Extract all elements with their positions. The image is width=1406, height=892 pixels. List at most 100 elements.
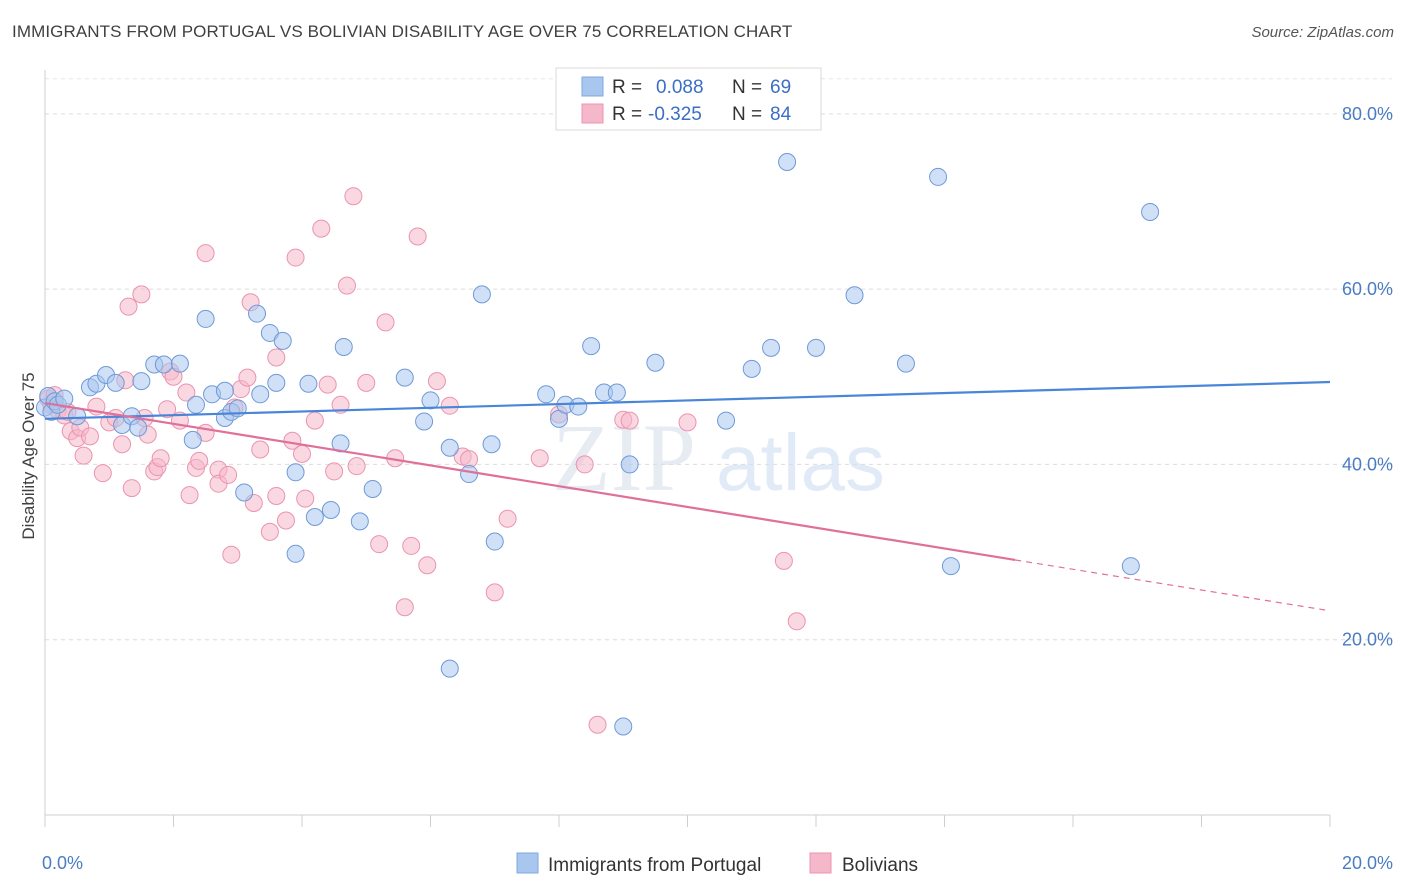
- data-point-portugal: [248, 304, 267, 323]
- data-point-bolivians: [180, 486, 199, 505]
- bottom-legend: Immigrants from Portugal Bolivians: [516, 852, 918, 876]
- data-point-portugal: [251, 385, 270, 404]
- data-point-portugal: [845, 286, 864, 305]
- bottom-legend-label-bolivian: Bolivians: [842, 855, 918, 876]
- data-point-bolivians: [276, 511, 295, 530]
- trend-line-bolivians-extrapolated: [1015, 559, 1331, 612]
- data-point-bolivians: [774, 551, 793, 570]
- data-point-bolivians: [113, 435, 132, 454]
- y-tick-labels: 20.0% 40.0% 60.0% 80.0%: [1342, 104, 1393, 650]
- y-tick-label: 80.0%: [1342, 104, 1393, 124]
- data-point-bolivians: [344, 187, 363, 206]
- data-point-bolivians: [151, 449, 170, 468]
- data-point-portugal: [778, 153, 797, 172]
- data-point-bolivians: [190, 451, 209, 470]
- data-point-portugal: [286, 544, 305, 563]
- data-point-bolivians: [119, 297, 138, 316]
- data-point-bolivians: [427, 372, 446, 391]
- chart-title: IMMIGRANTS FROM PORTUGAL VS BOLIVIAN DIS…: [12, 22, 793, 41]
- data-point-bolivians: [196, 244, 215, 263]
- data-point-bolivians: [260, 522, 279, 541]
- data-point-bolivians: [331, 395, 350, 414]
- legend-r-label-1: R =: [612, 77, 642, 98]
- data-point-portugal: [807, 338, 825, 357]
- data-point-bolivians: [370, 535, 389, 554]
- data-point-bolivians: [408, 227, 427, 246]
- legend-r-label-2: R =: [612, 104, 642, 125]
- data-point-bolivians: [347, 457, 366, 476]
- data-point-portugal: [620, 455, 639, 474]
- data-point-bolivians: [575, 455, 594, 474]
- data-point-portugal: [941, 557, 960, 576]
- data-point-portugal: [154, 355, 173, 374]
- data-point-bolivians: [251, 440, 270, 459]
- data-point-portugal: [482, 435, 501, 454]
- data-point-portugal: [742, 359, 761, 378]
- data-point-portugal: [286, 463, 305, 482]
- legend-swatch-portugal: [581, 76, 604, 97]
- data-point-portugal: [1141, 202, 1160, 221]
- data-point-portugal: [460, 465, 479, 484]
- data-point-portugal: [421, 391, 440, 410]
- data-point-bolivians: [318, 375, 337, 394]
- x-tick-label: 20.0%: [1342, 853, 1393, 873]
- data-point-bolivians: [402, 536, 421, 555]
- data-point-bolivians: [296, 489, 315, 508]
- data-point-portugal: [299, 374, 318, 393]
- bottom-legend-label-portugal: Immigrants from Portugal: [548, 855, 761, 876]
- axes: [44, 70, 1331, 827]
- data-point-bolivians: [440, 396, 459, 415]
- data-point-portugal: [363, 479, 382, 498]
- data-point-bolivians: [620, 411, 639, 430]
- data-point-portugal: [260, 323, 279, 342]
- x-tick-label: 0.0%: [42, 853, 83, 873]
- legend-box: R = 0.088 N = 69 R = -0.325 N = 84: [555, 67, 822, 131]
- data-point-bolivians: [219, 465, 238, 484]
- data-point-bolivians: [485, 583, 504, 602]
- trend-line-bolivians: [44, 401, 1016, 562]
- data-point-portugal: [321, 500, 340, 519]
- data-point-bolivians: [588, 715, 607, 734]
- data-point-portugal: [582, 337, 601, 356]
- data-point-bolivians: [418, 556, 437, 575]
- data-point-portugal: [267, 373, 286, 392]
- data-point-bolivians: [325, 462, 344, 481]
- data-point-portugal: [350, 512, 369, 531]
- data-point-bolivians: [132, 285, 151, 304]
- data-point-portugal: [472, 285, 491, 304]
- x-tick-labels: 0.0% 20.0%: [42, 853, 1393, 873]
- trend-lines: [44, 380, 1331, 612]
- y-axis-title: Disability Age Over 75: [19, 372, 38, 539]
- legend-n-value-1: 69: [770, 77, 791, 98]
- data-point-portugal: [440, 438, 459, 457]
- data-point-bolivians: [177, 383, 196, 402]
- data-point-bolivians: [787, 612, 806, 631]
- legend-n-value-2: 84: [770, 104, 792, 125]
- bottom-legend-swatch-bolivian: [809, 852, 832, 874]
- data-point-portugal: [395, 368, 414, 387]
- data-point-portugal: [273, 331, 292, 350]
- data-point-bolivians: [158, 400, 177, 419]
- legend-n-label-1: N =: [732, 77, 762, 98]
- data-point-bolivians: [80, 427, 99, 446]
- data-point-portugal: [235, 483, 254, 502]
- watermark-atlas: atlas: [716, 418, 885, 507]
- data-point-portugal: [132, 372, 151, 391]
- data-point-portugal: [896, 354, 915, 373]
- data-point-portugal: [196, 309, 215, 328]
- data-point-portugal: [569, 397, 588, 416]
- data-point-portugal: [183, 430, 202, 449]
- data-point-portugal: [170, 354, 189, 373]
- data-point-portugal: [305, 508, 324, 526]
- data-point-portugal: [717, 411, 736, 430]
- legend-r-value-1: 0.088: [656, 77, 704, 98]
- data-point-portugal: [614, 717, 633, 736]
- data-point-bolivians: [122, 479, 141, 498]
- data-point-portugal: [186, 395, 205, 414]
- data-point-bolivians: [286, 248, 305, 267]
- data-point-portugal: [1121, 557, 1140, 576]
- legend-swatch-bolivian: [581, 103, 604, 124]
- data-point-bolivians: [222, 545, 241, 564]
- data-point-bolivians: [93, 464, 112, 483]
